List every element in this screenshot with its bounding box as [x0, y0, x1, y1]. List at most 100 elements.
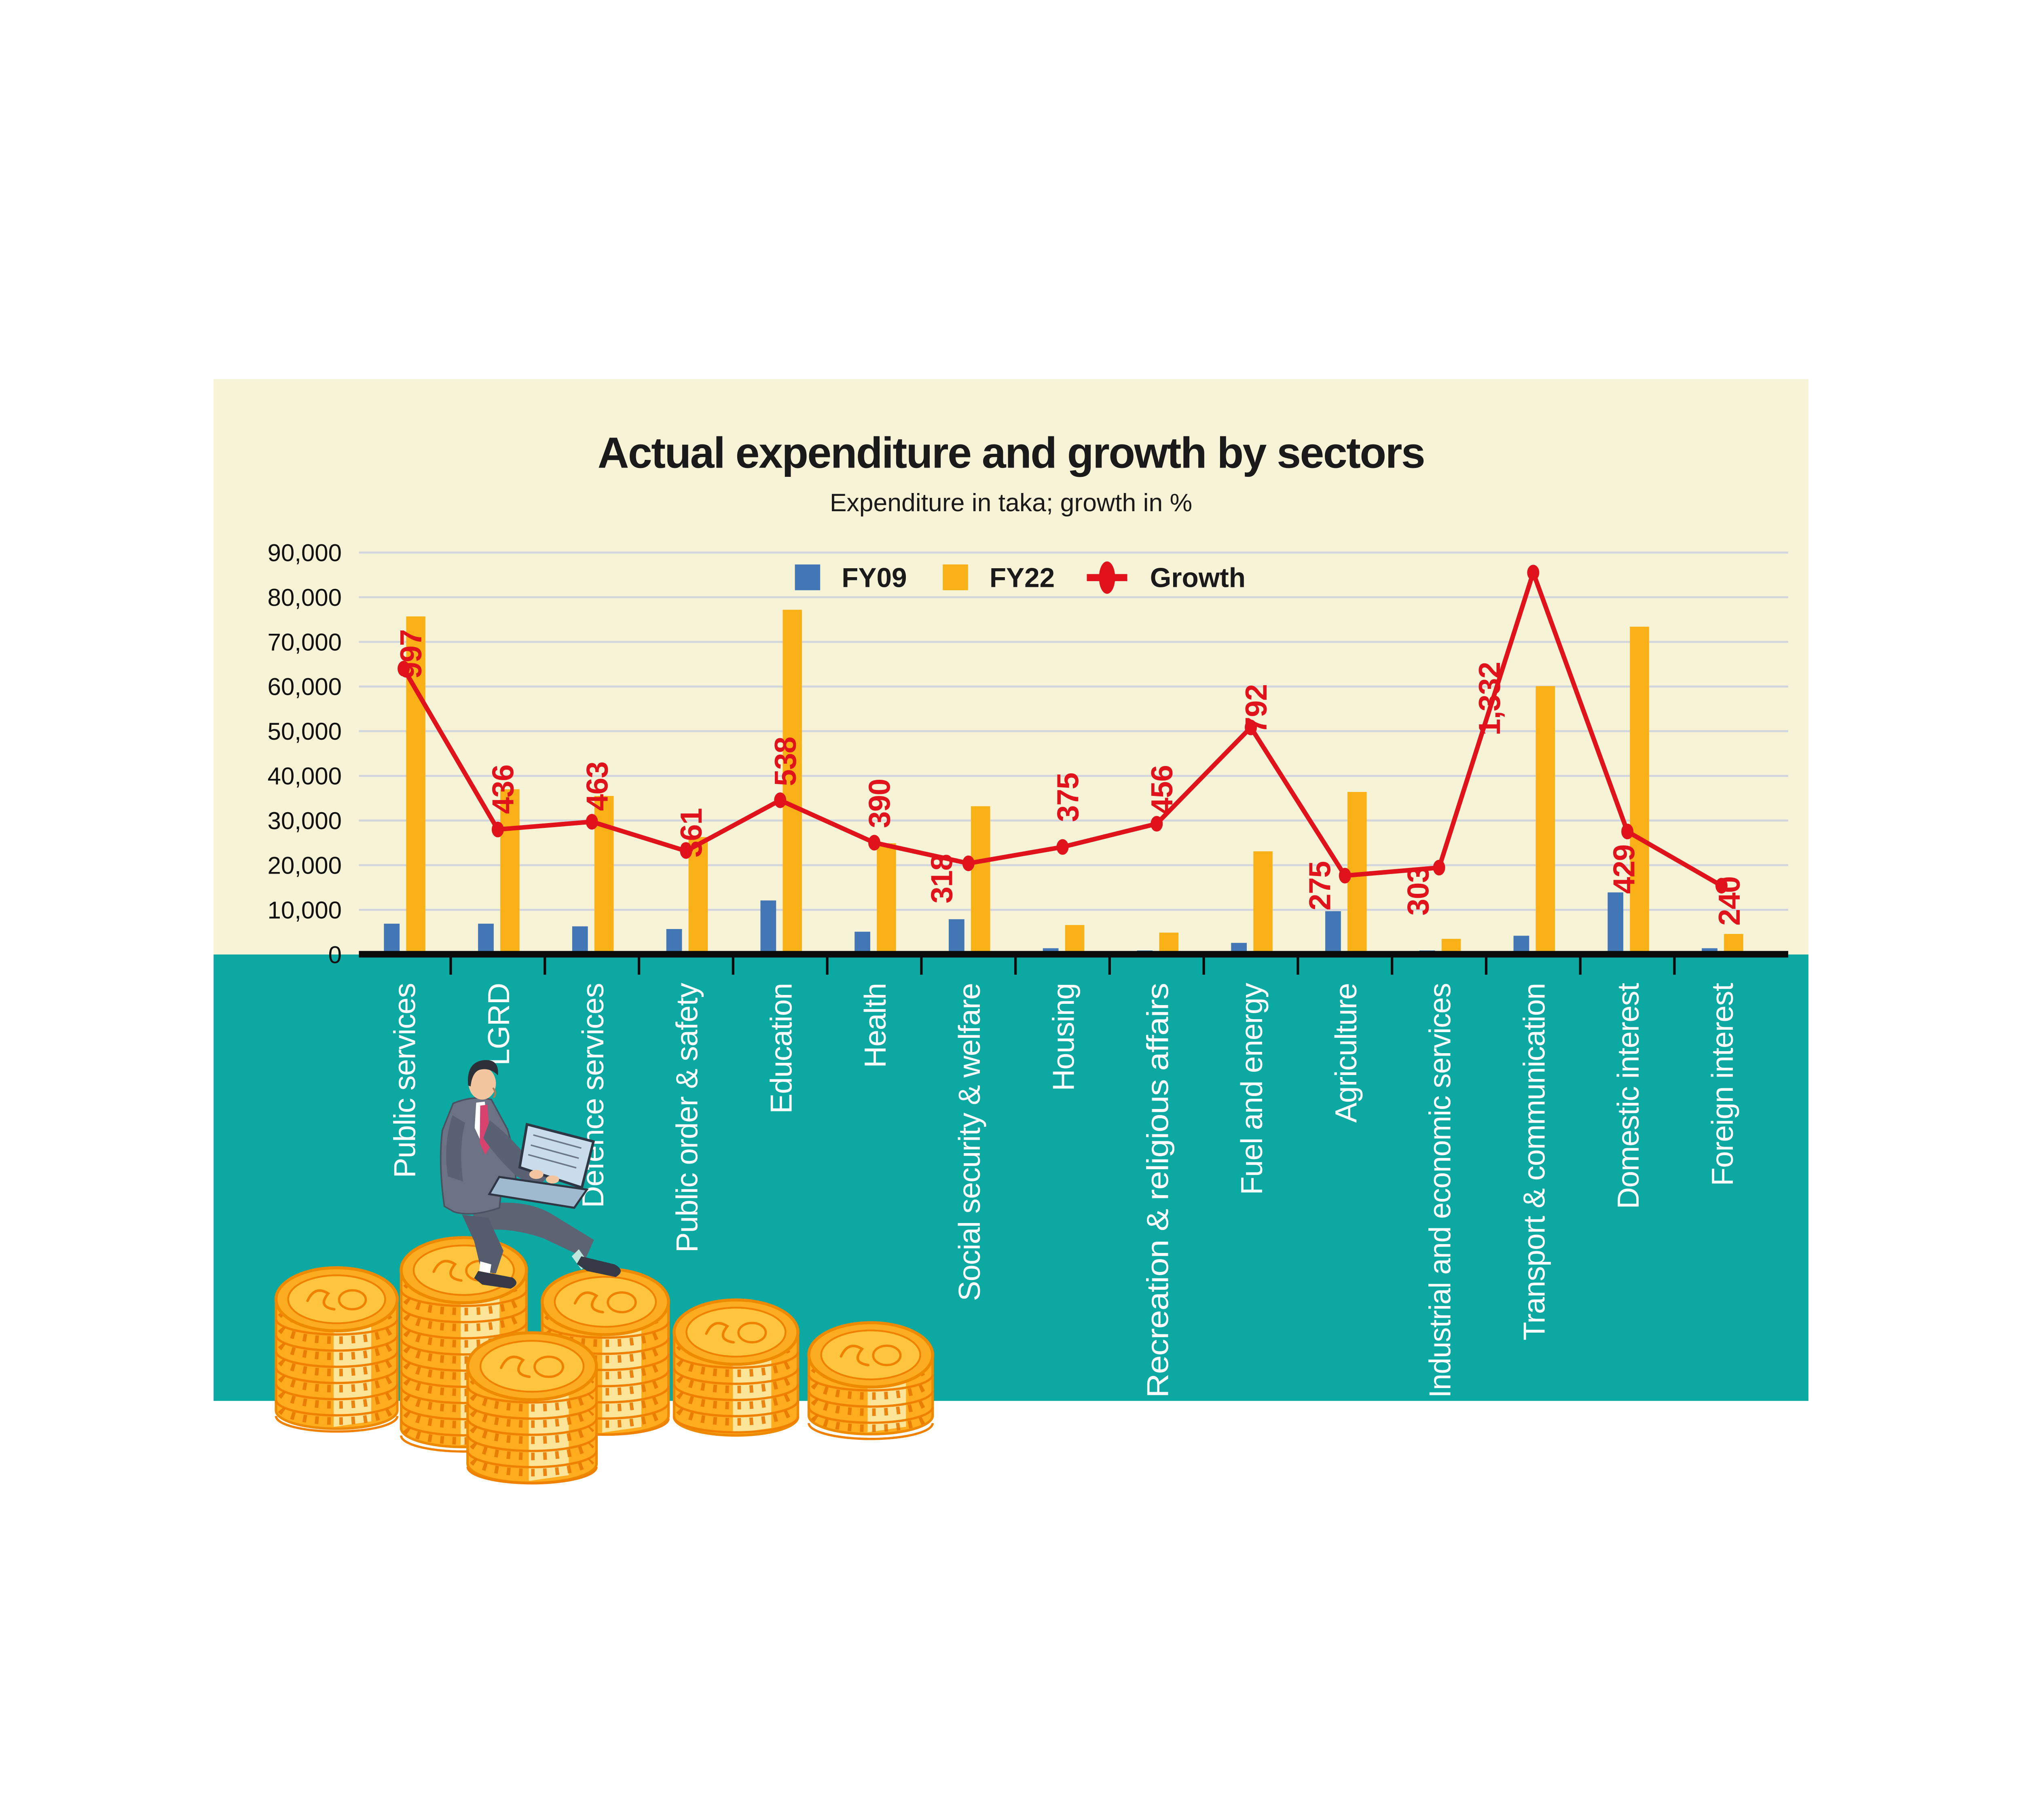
coin-edge-line	[808, 1423, 934, 1440]
category-label: Fuel and energy	[1235, 983, 1269, 1195]
bar-fy22	[783, 609, 802, 954]
axis-tick	[1391, 957, 1394, 975]
coin-symbol-ring-icon	[737, 1322, 767, 1344]
coin-top-inner-ring	[479, 1340, 585, 1393]
growth-value-label: 318	[925, 854, 959, 903]
growth-point	[1621, 823, 1634, 840]
bar-fy22	[500, 789, 520, 954]
axis-tick	[637, 957, 641, 975]
coin-stack	[673, 1298, 799, 1437]
coin-edge-texture	[470, 1393, 594, 1412]
coin-edge-line	[275, 1399, 399, 1417]
x-axis	[359, 951, 1788, 975]
bar-fy09	[854, 931, 870, 954]
coin-edge-line	[275, 1318, 399, 1336]
bar-fy09	[1607, 892, 1624, 954]
coin-edge-line	[466, 1402, 598, 1420]
category-label: Public services	[387, 983, 421, 1178]
coin-edge-texture	[470, 1425, 594, 1444]
coin-symbol-icon	[705, 1322, 735, 1344]
growth-value-label: 275	[1303, 861, 1337, 910]
category-label: Education	[764, 983, 798, 1113]
coin-edge-texture	[544, 1409, 666, 1428]
coin-edge-line	[466, 1434, 598, 1452]
category-label: Health	[858, 983, 892, 1068]
growth-point	[1715, 878, 1728, 894]
coin-edge-line	[466, 1467, 598, 1485]
category-label: Recreation & religious affairs	[1140, 983, 1174, 1398]
coin-symbol-ring-icon	[533, 1355, 564, 1378]
laptop-base	[488, 1176, 589, 1209]
growth-point	[491, 821, 504, 838]
bar-fy22	[1630, 626, 1649, 954]
shoe	[577, 1256, 621, 1277]
coin-symbol-icon	[573, 1291, 604, 1314]
category-label: Housing	[1047, 983, 1081, 1091]
growth-value-label: 538	[768, 737, 802, 786]
coin-symbol-ring-icon	[872, 1344, 902, 1366]
growth-point	[962, 855, 975, 871]
growth-value-label: 463	[580, 762, 614, 811]
y-axis-label: 10,000	[267, 897, 342, 924]
bar-fy09	[384, 923, 400, 954]
coin-stack	[807, 1321, 934, 1440]
category-label: Domestic interest	[1611, 983, 1645, 1209]
coin-edge-line	[275, 1416, 399, 1433]
y-axis-label: 80,000	[267, 584, 342, 611]
coin-edge-texture	[470, 1458, 594, 1477]
coin-edge-line	[466, 1386, 598, 1404]
y-axis-label: 90,000	[267, 539, 342, 566]
y-axis-label: 40,000	[267, 763, 342, 790]
coin-symbol-icon	[840, 1344, 870, 1367]
bar-fy09	[572, 926, 588, 954]
growth-value-label: 303	[1401, 866, 1435, 915]
coin-top-inner-ring	[287, 1274, 386, 1324]
coin-edge-line	[400, 1322, 528, 1340]
legend-swatch-fy09	[795, 564, 821, 590]
sock-white	[479, 1261, 491, 1274]
y-axis-label: 30,000	[267, 807, 342, 834]
coin-edge-line	[275, 1367, 399, 1384]
axis-tick	[1579, 957, 1582, 975]
growth-value-label: 456	[1145, 765, 1179, 814]
coin-top-inner-ring	[554, 1276, 657, 1328]
axis-tick	[544, 957, 546, 975]
coin-edge-line	[466, 1450, 598, 1469]
businessman-illustration	[440, 1060, 621, 1289]
growth-point	[1339, 868, 1351, 884]
growth-value-label: 436	[486, 765, 520, 814]
category-label: Social security & welfare	[952, 983, 986, 1301]
coin-edge-line	[541, 1321, 670, 1339]
coin-edge-texture	[544, 1344, 666, 1363]
bar-fy22	[1253, 851, 1273, 954]
growth-point	[1433, 859, 1445, 876]
coin-edge-line	[673, 1352, 799, 1369]
chart-title: Actual expenditure and growth by sectors	[598, 428, 1424, 477]
category-labels: Public services LGRD Defence services Publi…	[387, 983, 1739, 1398]
coin-edge-line	[808, 1390, 934, 1408]
coin-edge-texture	[470, 1441, 594, 1460]
category-label: Agriculture	[1329, 983, 1363, 1123]
legend-label-growth: Growth	[1150, 563, 1246, 593]
coin-edge-line	[275, 1383, 399, 1401]
growth-value-label: 361	[674, 808, 708, 857]
coin-top-inner-ring	[820, 1329, 921, 1380]
bar-fy22	[1536, 686, 1555, 954]
growth-point	[1151, 816, 1163, 832]
growth-point	[586, 814, 598, 830]
bar-fy22	[688, 837, 708, 954]
growth-line-series: 997 436 463 361 538 390 318 375 456 792 275 303 1,33…	[394, 565, 1746, 926]
coin-edge-line	[673, 1384, 799, 1401]
coin-edge-line	[673, 1400, 799, 1418]
growth-point	[774, 792, 787, 808]
growth-point	[1245, 720, 1257, 735]
growth-value-label: 375	[1051, 773, 1085, 822]
coin-edge-texture	[544, 1361, 666, 1380]
legend-label-fy09: FY09	[842, 563, 907, 593]
y-axis-label: 0	[328, 941, 342, 968]
legend-swatch-fy22	[943, 564, 968, 590]
coin-symbol-ring-icon	[607, 1291, 637, 1314]
hair	[467, 1060, 498, 1087]
